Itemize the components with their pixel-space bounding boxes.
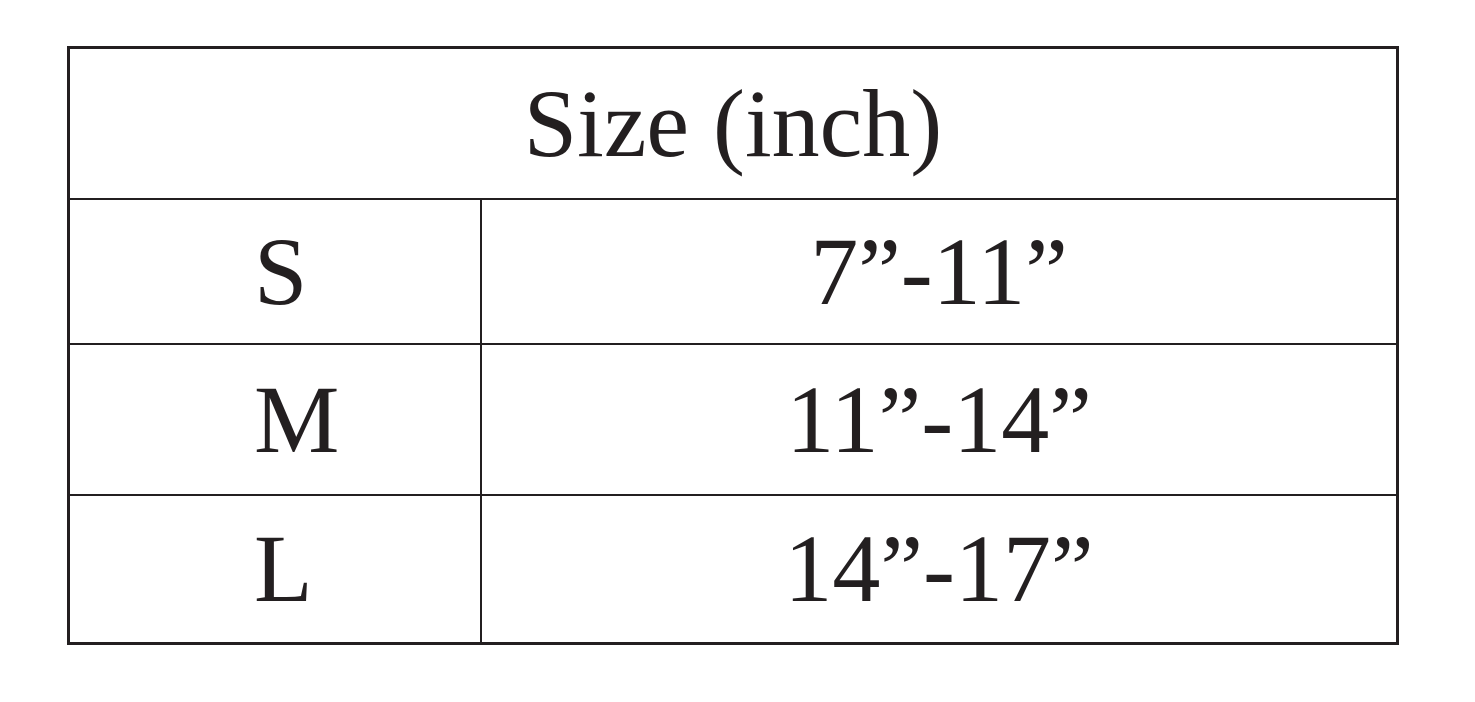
size-chart-table: Size (inch) S 7”-11” M 11”-14” L 14”-17” (67, 46, 1399, 645)
size-label: L (70, 496, 482, 642)
size-range: 7”-11” (810, 217, 1068, 325)
table-header: Size (inch) (70, 49, 1396, 200)
size-range: 14”-17” (784, 515, 1094, 622)
table-row: M 11”-14” (70, 345, 1396, 496)
table-row: S 7”-11” (70, 200, 1396, 345)
size-range: 11”-14” (786, 365, 1092, 473)
table-row: L 14”-17” (70, 496, 1396, 642)
size-label: S (70, 200, 482, 343)
size-label: M (70, 345, 482, 494)
